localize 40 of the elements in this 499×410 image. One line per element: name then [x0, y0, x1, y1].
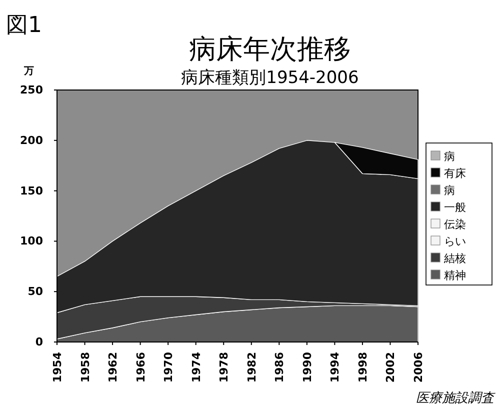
x-tick-label: 1994	[328, 352, 342, 383]
chart-title: 病床年次推移	[189, 34, 351, 65]
legend-item-精神: 精神	[430, 269, 466, 282]
legend-label: らい	[444, 235, 466, 248]
x-tick-label: 2006	[412, 352, 425, 383]
legend-item-病: 病	[430, 150, 455, 163]
legend-label: 伝染	[444, 218, 466, 231]
x-tick-label: 1974	[190, 352, 203, 383]
caption: 図1	[6, 13, 42, 38]
legend-item-病: 病	[430, 184, 455, 197]
y-tick-label: 100	[20, 234, 44, 248]
x-tick-label: 1982	[245, 352, 258, 383]
x-tick-label: 1962	[106, 352, 120, 383]
legend-label: 病	[444, 150, 455, 163]
legend-label: 病	[444, 184, 455, 197]
y-tick-label: 50	[28, 285, 44, 298]
x-tick-label: 1966	[134, 352, 148, 383]
legend-label: 精神	[444, 269, 466, 282]
text: 医療施設調査	[416, 391, 496, 406]
x-tick-label: 1978	[218, 352, 231, 383]
y-tick-label: 200	[20, 134, 44, 147]
y-axis-title: 万	[23, 66, 34, 77]
legend-label: 有床	[444, 167, 466, 180]
x-tick-label: 1958	[78, 352, 92, 383]
x-tick-label: 1998	[356, 352, 370, 383]
legend-label: 結核	[443, 252, 466, 265]
legend-item-結核: 結核	[430, 252, 466, 265]
legend-item-一般: 一般	[430, 201, 466, 214]
x-tick-label: 1986	[273, 352, 286, 383]
y-tick-label: 250	[20, 84, 44, 96]
y-tick-label: 0	[35, 336, 44, 348]
x-tick-label: 1970	[162, 352, 176, 383]
legend-item-伝染: 伝染	[430, 218, 466, 231]
legend-item-有床: 有床	[430, 167, 466, 180]
legend-item-らい: らい	[430, 235, 466, 248]
x-tick-label: 1954	[51, 352, 64, 383]
x-tick-label: 1990	[300, 352, 314, 383]
chart-subtitle: 病床種類別1954-2006	[181, 68, 359, 88]
y-tick-label: 150	[20, 184, 44, 198]
x-tick-label: 2002	[384, 352, 398, 383]
